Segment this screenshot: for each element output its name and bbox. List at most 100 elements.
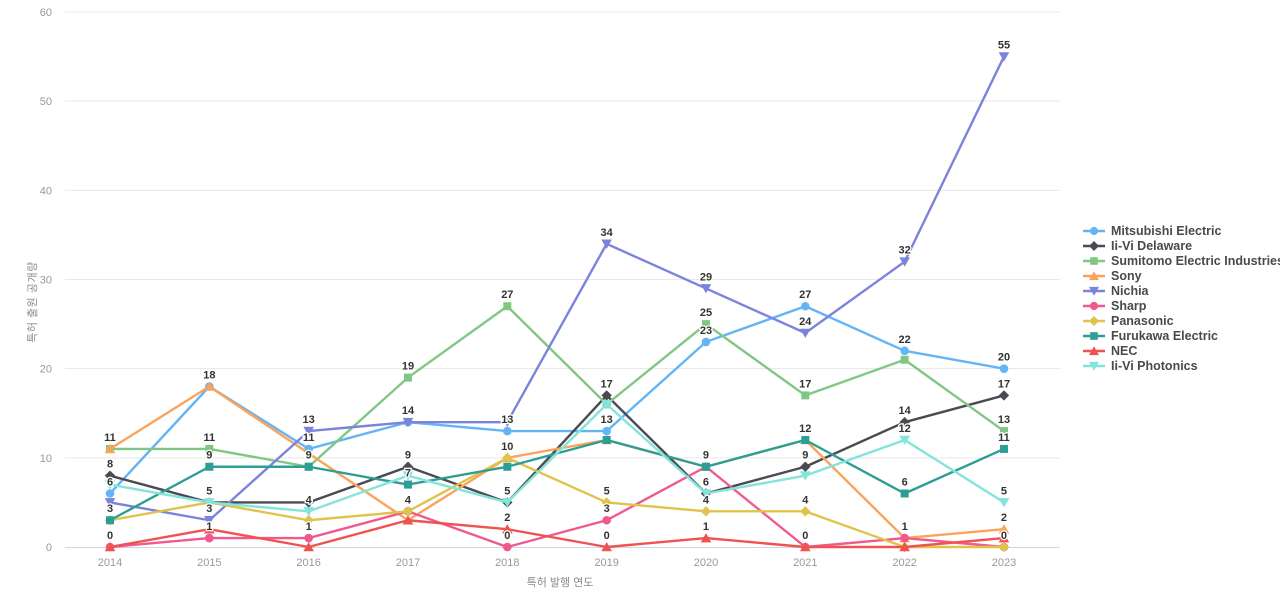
- legend-item-label: Panasonic: [1111, 313, 1174, 328]
- data-point-marker: [900, 355, 909, 364]
- data-point-label: 27: [799, 289, 811, 301]
- data-point-marker: [602, 426, 611, 436]
- data-point-label: 1: [902, 521, 908, 533]
- legend-item-mitsubishi-electric[interactable]: Mitsubishi Electric: [1083, 223, 1280, 238]
- data-point-marker: [899, 416, 910, 428]
- legend-item-panasonic[interactable]: Panasonic: [1083, 313, 1280, 328]
- data-point-marker: [800, 461, 811, 472]
- data-point-marker: [1088, 286, 1100, 296]
- data-point-marker: [998, 524, 1010, 534]
- data-point-marker: [402, 461, 414, 472]
- legend-item-label: Ii-Vi Delaware: [1111, 238, 1193, 253]
- legend-marker-icon: [1083, 270, 1105, 280]
- data-point-marker: [104, 443, 116, 454]
- data-point-label: 0: [604, 530, 610, 542]
- data-point-marker: [800, 328, 811, 338]
- data-point-label: 4: [802, 494, 809, 506]
- data-point-label: 5: [504, 485, 510, 497]
- data-point-marker: [700, 284, 712, 294]
- legend-marker-icon: [1083, 226, 1105, 235]
- data-point-marker: [800, 506, 811, 517]
- data-point-marker: [602, 515, 611, 525]
- data-point-label: 11: [104, 432, 116, 444]
- data-point-marker: [104, 498, 116, 508]
- data-point-label: 1: [206, 521, 212, 533]
- data-point-label: 17: [799, 378, 811, 390]
- data-point-marker: [503, 302, 512, 311]
- data-point-marker: [800, 542, 811, 552]
- legend-item-sharp[interactable]: Sharp: [1083, 298, 1280, 313]
- data-point-marker: [303, 515, 314, 526]
- data-point-label: 13: [998, 414, 1010, 426]
- data-point-label: 9: [206, 450, 212, 462]
- data-point-marker: [205, 462, 214, 471]
- data-point-label: 11: [998, 432, 1010, 444]
- data-point-label: 27: [501, 289, 513, 301]
- data-point-marker: [899, 435, 910, 445]
- legend-item-ii-vi-delaware[interactable]: Ii-Vi Delaware: [1083, 238, 1280, 253]
- legend-marker-icon: [1083, 301, 1105, 310]
- y-axis-title: 특허 출원 공개량: [27, 261, 39, 343]
- x-tick-label: 2021: [793, 557, 817, 569]
- y-tick-label: 60: [40, 7, 52, 19]
- data-point-label: 9: [405, 450, 411, 462]
- data-point-marker: [900, 533, 909, 543]
- data-point-marker: [1088, 270, 1100, 280]
- data-point-label: 12: [799, 423, 811, 435]
- data-point-marker: [1088, 361, 1100, 371]
- data-point-label: 5: [604, 485, 610, 497]
- data-point-label: 9: [703, 450, 709, 462]
- series-sumitomo-electric-industries: [106, 302, 1008, 471]
- data-point-marker: [601, 542, 612, 552]
- legend-item-sumitomo-electric-industries[interactable]: Sumitomo Electric Industries: [1083, 253, 1280, 268]
- data-point-label: 34: [601, 227, 614, 239]
- data-point-marker: [1090, 331, 1098, 340]
- data-point-label: 2: [1001, 512, 1007, 524]
- legend-item-label: NEC: [1111, 343, 1138, 358]
- legend-item-sony[interactable]: Sony: [1083, 268, 1280, 283]
- data-point-marker: [104, 542, 116, 552]
- data-point-marker: [1088, 345, 1100, 355]
- data-point-label: 12: [899, 423, 911, 435]
- data-point-label: 2: [504, 512, 510, 524]
- x-tick-label: 2020: [694, 557, 718, 569]
- data-point-label: 9: [306, 450, 312, 462]
- data-point-marker: [701, 462, 710, 471]
- data-point-marker: [204, 524, 215, 534]
- legend-item-furukawa-electric[interactable]: Furukawa Electric: [1083, 328, 1280, 343]
- series-nec: [104, 515, 1010, 552]
- data-point-marker: [900, 489, 909, 498]
- data-point-marker: [601, 239, 612, 249]
- data-point-label: 1: [306, 521, 312, 533]
- legend-item-nec[interactable]: NEC: [1083, 343, 1280, 358]
- data-point-marker: [502, 417, 513, 428]
- data-point-marker: [1090, 256, 1098, 265]
- data-point-label: 55: [998, 40, 1010, 52]
- data-point-label: 13: [303, 414, 315, 426]
- legend-marker-icon: [1083, 345, 1105, 355]
- series-line: [108, 305, 1006, 468]
- data-point-marker: [403, 373, 412, 382]
- legend-marker-icon: [1083, 315, 1105, 326]
- data-point-marker: [502, 498, 513, 508]
- data-point-marker: [503, 542, 512, 552]
- legend-item-ii-vi-photonics[interactable]: Ii-Vi Photonics: [1083, 358, 1280, 373]
- data-point-marker: [700, 533, 712, 543]
- data-point-marker: [503, 462, 512, 471]
- series-line: [108, 385, 1006, 540]
- data-point-label: 13: [601, 414, 613, 426]
- y-tick-label: 30: [40, 274, 52, 286]
- data-point-marker: [303, 542, 314, 552]
- data-point-label: 22: [899, 334, 911, 346]
- data-point-label: 9: [802, 450, 808, 462]
- data-point-label: 17: [998, 378, 1010, 390]
- data-point-marker: [304, 533, 313, 543]
- data-point-marker: [700, 506, 712, 517]
- legend-marker-icon: [1083, 256, 1105, 265]
- legend-item-nichia[interactable]: Nichia: [1083, 283, 1280, 298]
- data-point-label: 3: [107, 503, 113, 515]
- data-point-marker: [601, 390, 612, 401]
- data-point-label: 18: [203, 369, 215, 381]
